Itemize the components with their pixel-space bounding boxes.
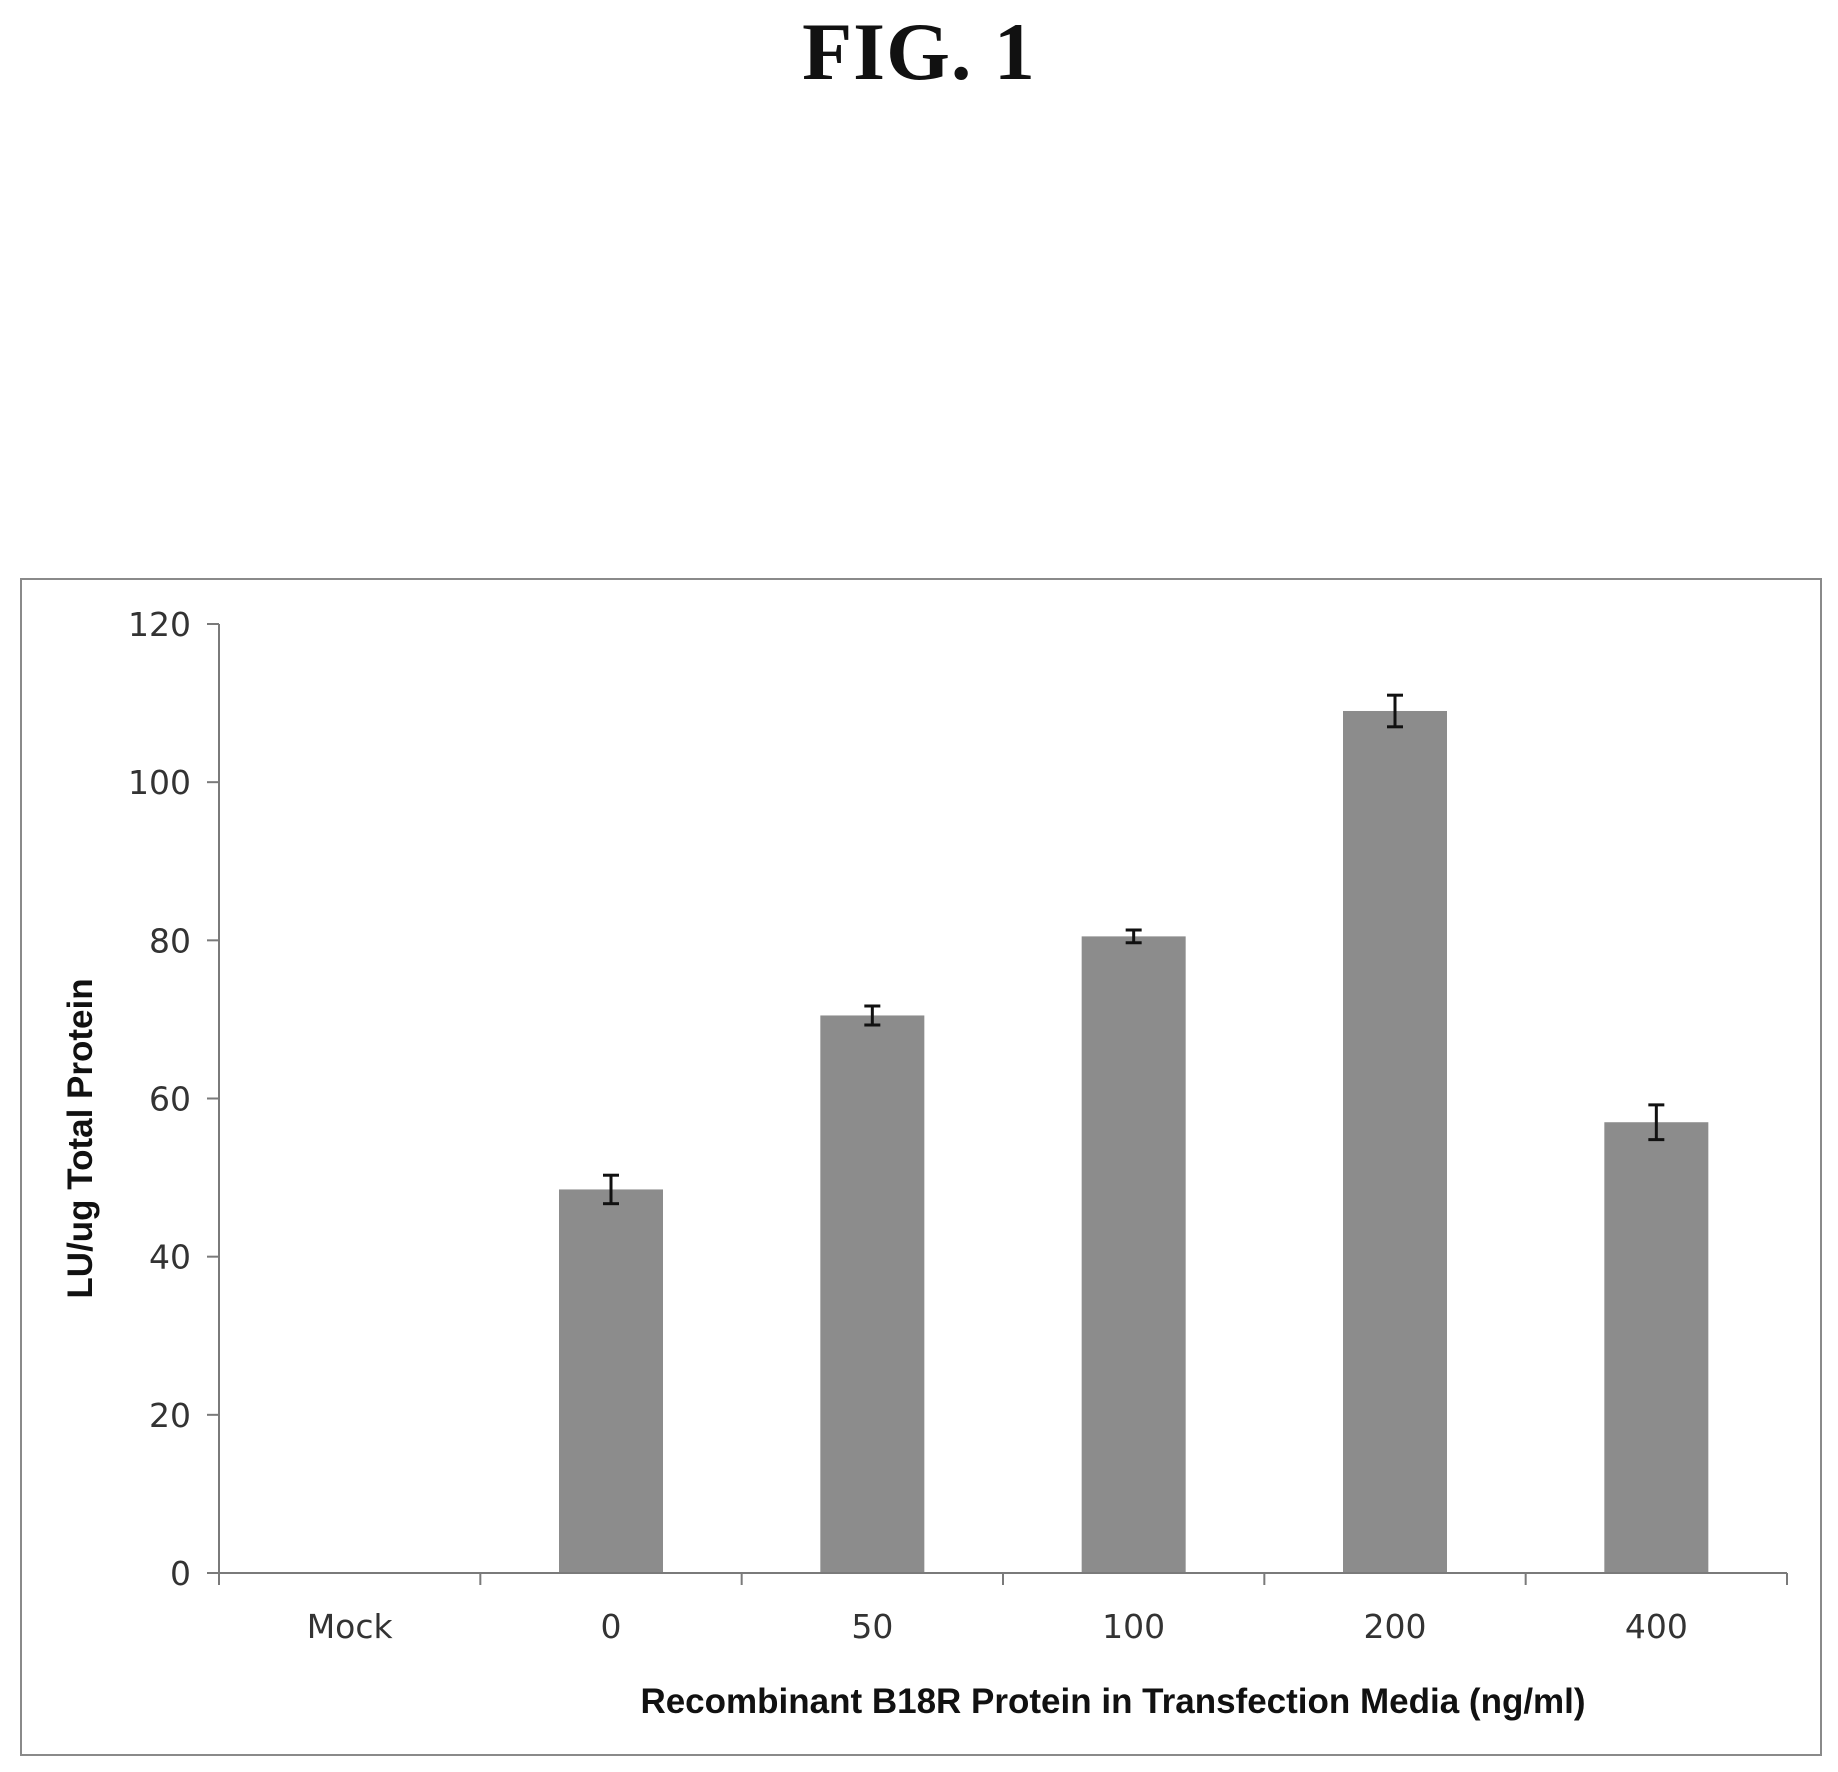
x-tick-label: 100 (1102, 1607, 1165, 1646)
x-tick-label: 400 (1625, 1607, 1688, 1646)
x-tick-label: 0 (601, 1607, 622, 1646)
x-tick-label: Mock (307, 1607, 394, 1646)
x-axis-ticks: Mock 0 50 100 200 400 (307, 1573, 1787, 1646)
chart-frame: 0 20 40 60 80 100 120 Mock 0 50 100 200 400 Recombi… (20, 578, 1822, 1756)
bars-group (559, 711, 1708, 1573)
bar-0 (559, 1189, 663, 1573)
x-axis-title: Recombinant B18R Protein in Transfection… (640, 1682, 1585, 1721)
y-tick-label: 100 (128, 763, 191, 802)
bar-200 (1343, 711, 1447, 1573)
bar-chart: 0 20 40 60 80 100 120 Mock 0 50 100 200 400 Recombi… (22, 580, 1820, 1754)
y-tick-label: 40 (149, 1238, 191, 1277)
y-tick-label: 80 (149, 921, 191, 960)
y-axis-title: LU/ug Total Protein (61, 978, 100, 1298)
y-tick-label: 0 (170, 1554, 191, 1593)
y-axis-ticks: 0 20 40 60 80 100 120 (128, 605, 219, 1593)
y-tick-label: 120 (128, 605, 191, 644)
y-tick-label: 60 (149, 1080, 191, 1119)
figure-title: FIG. 1 (0, 5, 1838, 99)
x-tick-label: 50 (851, 1607, 893, 1646)
x-tick-label: 200 (1364, 1607, 1427, 1646)
y-tick-label: 20 (149, 1396, 191, 1435)
bar-100 (1082, 936, 1186, 1573)
bar-400 (1604, 1122, 1708, 1573)
bar-50 (820, 1015, 924, 1573)
